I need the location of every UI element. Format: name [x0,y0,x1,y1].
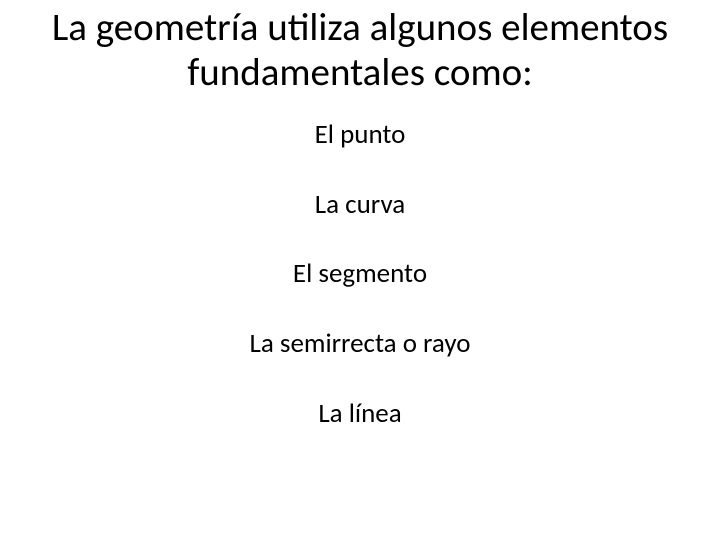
list-item-label: El punto [315,118,406,151]
list-item: La curva [0,190,720,220]
list-item: La semirrecta o rayo [0,329,720,359]
list-item: El punto [0,120,720,150]
list-item-label: La semirrecta o rayo [250,327,471,360]
title-line-1: La geometría utiliza algunos elementos [52,4,668,51]
list-item-label: El segmento [293,257,427,290]
list-item-label: La línea [318,397,401,430]
title-line-2: fundamentales como: [187,49,532,96]
slide: La geometría utiliza algunos elementos f… [0,0,720,540]
list-item-label: La curva [315,188,405,221]
list-item: La línea [0,399,720,429]
item-list: El punto La curva El segmento La semirre… [0,120,720,468]
slide-title: La geometría utiliza algunos elementos f… [0,6,720,96]
list-item: El segmento [0,259,720,289]
